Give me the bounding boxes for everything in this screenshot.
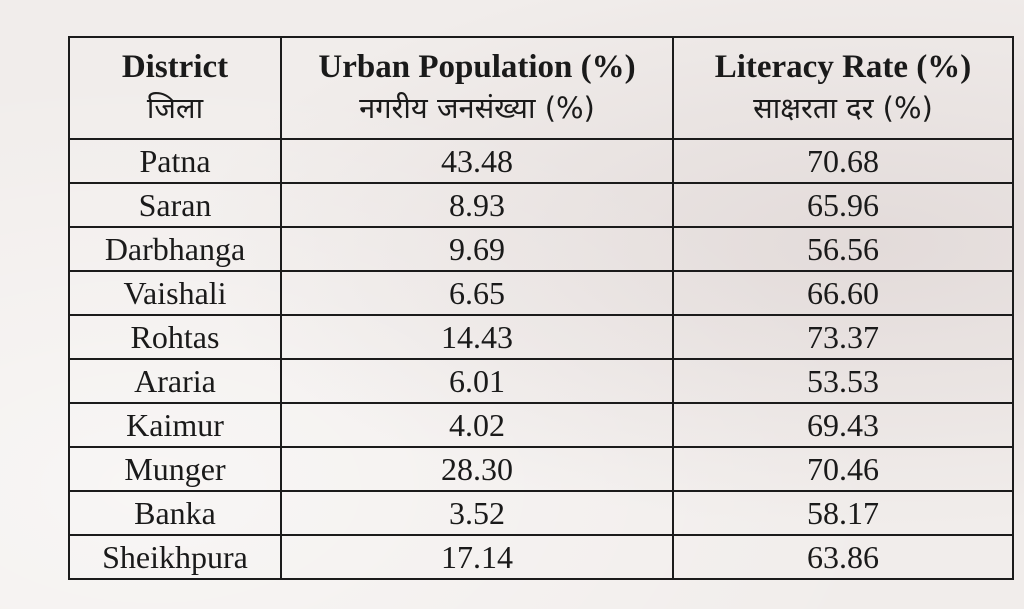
header-district-en: District xyxy=(121,49,229,85)
district-cell: Darbhanga xyxy=(68,226,282,272)
table-row: Kaimur 4.02 69.43 xyxy=(68,402,1014,448)
table-row: Rohtas 14.43 73.37 xyxy=(68,314,1014,360)
header-urban-population-en: Urban Population (%) xyxy=(318,49,636,85)
header-district-hi: जिला xyxy=(146,91,204,125)
literacy-rate-cell: 69.43 xyxy=(672,402,1014,448)
district-cell: Munger xyxy=(68,446,282,492)
literacy-rate-cell: 58.17 xyxy=(672,490,1014,536)
urban-population-cell: 43.48 xyxy=(280,138,674,184)
urban-population-cell: 28.30 xyxy=(280,446,674,492)
table-header-row: District जिला Urban Population (%) नगरीय… xyxy=(68,36,1014,140)
literacy-rate-cell: 70.46 xyxy=(672,446,1014,492)
district-cell: Kaimur xyxy=(68,402,282,448)
district-cell: Saran xyxy=(68,182,282,228)
literacy-rate-cell: 56.56 xyxy=(672,226,1014,272)
header-literacy-rate-hi: साक्षरता दर (%) xyxy=(753,91,933,125)
header-literacy-rate: Literacy Rate (%) साक्षरता दर (%) xyxy=(672,36,1014,140)
district-cell: Patna xyxy=(68,138,282,184)
table-row: Saran 8.93 65.96 xyxy=(68,182,1014,228)
literacy-rate-cell: 73.37 xyxy=(672,314,1014,360)
urban-population-cell: 6.65 xyxy=(280,270,674,316)
literacy-rate-cell: 63.86 xyxy=(672,534,1014,580)
table-row: Sheikhpura 17.14 63.86 xyxy=(68,534,1014,580)
table-row: Banka 3.52 58.17 xyxy=(68,490,1014,536)
urban-population-cell: 6.01 xyxy=(280,358,674,404)
header-literacy-rate-en: Literacy Rate (%) xyxy=(714,49,972,85)
literacy-rate-cell: 66.60 xyxy=(672,270,1014,316)
district-data-table: District जिला Urban Population (%) नगरीय… xyxy=(68,36,1014,580)
district-cell: Banka xyxy=(68,490,282,536)
table-row: Araria 6.01 53.53 xyxy=(68,358,1014,404)
urban-population-cell: 3.52 xyxy=(280,490,674,536)
district-cell: Rohtas xyxy=(68,314,282,360)
urban-population-cell: 14.43 xyxy=(280,314,674,360)
table-body: Patna 43.48 70.68 Saran 8.93 65.96 Darbhanga 9.… xyxy=(68,138,1014,580)
header-urban-population-hi: नगरीय जनसंख्या (%) xyxy=(359,91,595,125)
literacy-rate-cell: 70.68 xyxy=(672,138,1014,184)
district-cell: Vaishali xyxy=(68,270,282,316)
table-row: Munger 28.30 70.46 xyxy=(68,446,1014,492)
literacy-rate-cell: 53.53 xyxy=(672,358,1014,404)
urban-population-cell: 8.93 xyxy=(280,182,674,228)
urban-population-cell: 4.02 xyxy=(280,402,674,448)
header-urban-population: Urban Population (%) नगरीय जनसंख्या (%) xyxy=(280,36,674,140)
table-row: Vaishali 6.65 66.60 xyxy=(68,270,1014,316)
literacy-rate-cell: 65.96 xyxy=(672,182,1014,228)
urban-population-cell: 9.69 xyxy=(280,226,674,272)
table-row: Patna 43.48 70.68 xyxy=(68,138,1014,184)
district-cell: Sheikhpura xyxy=(68,534,282,580)
table-row: Darbhanga 9.69 56.56 xyxy=(68,226,1014,272)
urban-population-cell: 17.14 xyxy=(280,534,674,580)
district-cell: Araria xyxy=(68,358,282,404)
header-district: District जिला xyxy=(68,36,282,140)
